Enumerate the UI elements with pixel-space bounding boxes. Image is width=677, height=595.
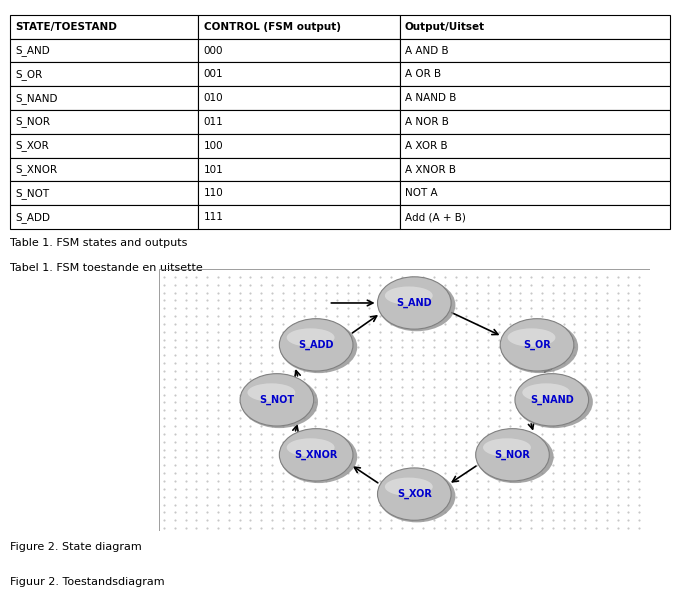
- Ellipse shape: [240, 374, 313, 426]
- Bar: [399, 205, 670, 229]
- Text: S_ADD: S_ADD: [299, 340, 334, 350]
- Bar: [10, 181, 198, 205]
- Bar: [399, 110, 670, 134]
- Bar: [198, 39, 399, 62]
- Text: 011: 011: [204, 117, 223, 127]
- Text: S_NOT: S_NOT: [16, 188, 49, 199]
- Text: Output/Uitset: Output/Uitset: [405, 22, 485, 32]
- Text: A NAND B: A NAND B: [405, 93, 456, 103]
- Ellipse shape: [385, 286, 433, 305]
- Bar: [198, 181, 399, 205]
- Text: S_AND: S_AND: [16, 45, 50, 56]
- Bar: [198, 62, 399, 86]
- Text: CONTROL (FSM output): CONTROL (FSM output): [204, 22, 341, 32]
- Bar: [10, 15, 198, 39]
- Ellipse shape: [378, 277, 451, 329]
- Bar: [10, 158, 198, 181]
- Ellipse shape: [515, 374, 588, 426]
- Text: 001: 001: [204, 70, 223, 79]
- Bar: [10, 134, 198, 158]
- Bar: [198, 15, 399, 39]
- Bar: [198, 110, 399, 134]
- Bar: [399, 86, 670, 110]
- Ellipse shape: [476, 428, 549, 481]
- Text: Table 1. FSM states and outputs: Table 1. FSM states and outputs: [10, 238, 188, 248]
- Ellipse shape: [287, 328, 334, 347]
- Ellipse shape: [280, 428, 353, 481]
- Text: S_NOR: S_NOR: [16, 117, 50, 127]
- Text: S_NOT: S_NOT: [259, 394, 294, 405]
- Text: S_XNOR: S_XNOR: [294, 450, 338, 460]
- Text: Add (A + B): Add (A + B): [405, 212, 466, 222]
- Bar: [198, 205, 399, 229]
- Bar: [399, 15, 670, 39]
- Text: 110: 110: [204, 189, 223, 198]
- Bar: [399, 39, 670, 62]
- Bar: [198, 134, 399, 158]
- Bar: [10, 39, 198, 62]
- Bar: [198, 86, 399, 110]
- Text: A XOR B: A XOR B: [405, 141, 447, 151]
- Text: S_ADD: S_ADD: [16, 212, 50, 223]
- Text: S_NAND: S_NAND: [530, 394, 573, 405]
- Text: Figure 2. State diagram: Figure 2. State diagram: [10, 541, 142, 552]
- Ellipse shape: [483, 439, 531, 456]
- Text: A AND B: A AND B: [405, 46, 448, 55]
- Ellipse shape: [378, 468, 451, 520]
- Ellipse shape: [280, 321, 357, 373]
- Text: S_AND: S_AND: [397, 298, 432, 308]
- Text: STATE/TOESTAND: STATE/TOESTAND: [16, 22, 117, 32]
- Text: S_XNOR: S_XNOR: [16, 164, 58, 175]
- Bar: [399, 134, 670, 158]
- Text: S_NOR: S_NOR: [495, 450, 530, 460]
- Text: A XNOR B: A XNOR B: [405, 165, 456, 174]
- Text: S_OR: S_OR: [523, 340, 551, 350]
- Bar: [198, 158, 399, 181]
- Bar: [10, 205, 198, 229]
- Ellipse shape: [378, 279, 456, 331]
- Ellipse shape: [501, 321, 578, 373]
- Bar: [399, 158, 670, 181]
- Text: S_OR: S_OR: [16, 69, 43, 80]
- Text: S_NAND: S_NAND: [16, 93, 58, 104]
- Ellipse shape: [385, 478, 433, 496]
- Ellipse shape: [378, 470, 456, 522]
- Ellipse shape: [508, 328, 555, 347]
- Text: 101: 101: [204, 165, 223, 174]
- Ellipse shape: [500, 319, 574, 371]
- Text: 100: 100: [204, 141, 223, 151]
- Bar: [10, 110, 198, 134]
- Ellipse shape: [477, 431, 554, 483]
- Text: S_XOR: S_XOR: [16, 140, 49, 151]
- Ellipse shape: [280, 431, 357, 483]
- Text: S_XOR: S_XOR: [397, 489, 432, 499]
- Bar: [10, 86, 198, 110]
- Bar: [399, 62, 670, 86]
- Ellipse shape: [280, 319, 353, 371]
- Text: 000: 000: [204, 46, 223, 55]
- Text: 010: 010: [204, 93, 223, 103]
- Text: 111: 111: [204, 212, 223, 222]
- Text: Figuur 2. Toestandsdiagram: Figuur 2. Toestandsdiagram: [10, 577, 165, 587]
- Text: Tabel 1. FSM toestande en uitsette: Tabel 1. FSM toestande en uitsette: [10, 263, 203, 273]
- Ellipse shape: [516, 376, 593, 428]
- Ellipse shape: [523, 383, 570, 402]
- Ellipse shape: [248, 383, 295, 402]
- Text: A OR B: A OR B: [405, 70, 441, 79]
- Ellipse shape: [287, 439, 334, 456]
- Bar: [10, 62, 198, 86]
- Text: NOT A: NOT A: [405, 189, 437, 198]
- Ellipse shape: [241, 376, 318, 428]
- Text: A NOR B: A NOR B: [405, 117, 449, 127]
- Bar: [399, 181, 670, 205]
